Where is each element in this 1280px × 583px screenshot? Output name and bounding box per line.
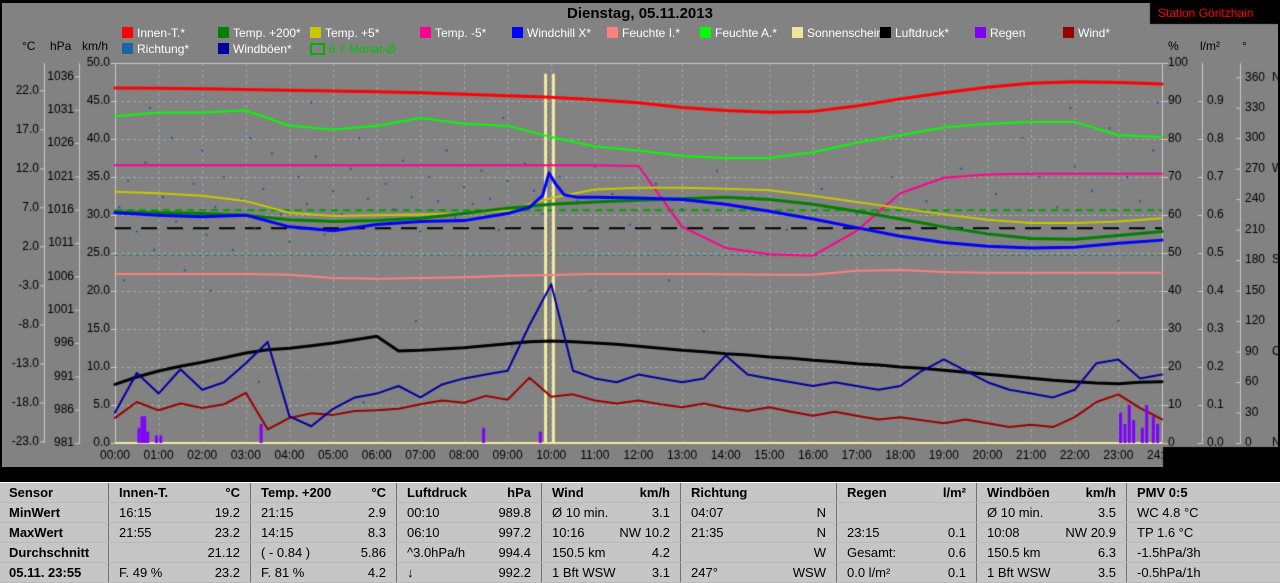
legend-swatch-icon xyxy=(607,27,618,38)
table-cell: 21.12 xyxy=(110,543,252,563)
table-cell: 00:10 989.8 xyxy=(398,503,543,523)
table-cell: TP 1.6 °C xyxy=(1128,523,1280,543)
table-header-cell: Temp. +200 °C xyxy=(252,483,398,503)
legend-item: Temp. +5* xyxy=(310,25,380,40)
axis-unit-degc: °C xyxy=(22,39,36,53)
legend-label: Windchill X* xyxy=(527,25,592,40)
table-cell: ↓ 992.2 xyxy=(398,563,543,583)
table-cell: 1 Bft WSW 3.5 xyxy=(978,563,1128,583)
table-cell: 16:15 19.2 xyxy=(110,503,252,523)
table-header-cell: Wind km/h xyxy=(543,483,682,503)
table-header-cell: PMV 0:5 xyxy=(1128,483,1280,503)
table-header-cell: Windböen km/h xyxy=(978,483,1128,503)
legend-swatch-icon xyxy=(1063,27,1074,38)
legend-item: Windchill X* xyxy=(512,25,592,40)
legend-label: Feuchte I.* xyxy=(622,25,681,40)
axis-unit-deg: ° xyxy=(1242,39,1247,53)
legend-swatch-icon xyxy=(792,27,803,38)
legend-swatch-icon xyxy=(310,27,321,38)
table-cell: 247° WSW xyxy=(682,563,838,583)
weather-chart-canvas xyxy=(0,0,1280,467)
table-cell xyxy=(838,503,978,523)
legend-swatch-icon xyxy=(420,27,431,38)
legend-swatch-icon xyxy=(218,43,229,54)
axis-unit-hpa: hPa xyxy=(50,39,72,53)
table-cell: 21:55 23.2 xyxy=(110,523,252,543)
table-cell: 21:35 N xyxy=(682,523,838,543)
legend-swatch-icon xyxy=(218,27,229,38)
table-cell: 23:15 0.1 xyxy=(838,523,978,543)
table-row-label: MinWert xyxy=(0,503,110,523)
legend-swatch-icon xyxy=(512,27,523,38)
legend-label: Luftdruck* xyxy=(895,25,950,40)
table-cell: 04:07 N xyxy=(682,503,838,523)
axis-unit-kmh: km/h xyxy=(82,39,109,53)
table-cell: 0.0 l/m² 0.1 xyxy=(838,563,978,583)
legend-swatch-icon xyxy=(975,27,986,38)
legend-item: Windböen* xyxy=(218,41,292,56)
table-cell: Gesamt: 0.6 xyxy=(838,543,978,563)
legend-swatch-icon xyxy=(700,27,711,38)
legend-label: Windböen* xyxy=(233,41,292,56)
table-cell: 1 Bft WSW 3.1 xyxy=(543,563,682,583)
table-cell: -0.5hPa/1h xyxy=(1128,563,1280,583)
table-header-cell: Innen-T. °C xyxy=(110,483,252,503)
legend-label: Feuchte A.* xyxy=(715,25,778,40)
legend-item: 6.7 Monat-Ø xyxy=(310,41,396,56)
table-row-label: Durchschnitt xyxy=(0,543,110,563)
legend-swatch-icon xyxy=(122,43,133,54)
legend-swatch-icon xyxy=(880,27,891,38)
table-row-label: MaxWert xyxy=(0,523,110,543)
table-cell: 06:10 997.2 xyxy=(398,523,543,543)
legend-item: Temp. +200* xyxy=(218,25,301,40)
table-header-cell: Regen l/m² xyxy=(838,483,978,503)
table-header-cell: Richtung xyxy=(682,483,838,503)
legend-label: Innen-T.* xyxy=(137,25,186,40)
station-name: Station Göritzhain xyxy=(1158,6,1254,20)
legend-label: 6.7 Monat-Ø xyxy=(329,41,396,56)
table-cell: 150.5 km 4.2 xyxy=(543,543,682,563)
axis-unit-pct: % xyxy=(1168,39,1179,53)
statistics-table: Sensor Innen-T. °C Temp. +200 °C Luftdruck hPa… xyxy=(0,482,1280,583)
legend-label: Temp. +5* xyxy=(325,25,380,40)
legend-label: Temp. +200* xyxy=(233,25,301,40)
table-cell: WC 4.8 °C xyxy=(1128,503,1280,523)
legend-label: Wind* xyxy=(1078,25,1111,40)
table-cell: 10:16 NW 10.2 xyxy=(543,523,682,543)
legend-item: Feuchte I.* xyxy=(607,25,681,40)
table-cell: -1.5hPa/3h xyxy=(1128,543,1280,563)
legend-item: Feuchte A.* xyxy=(700,25,778,40)
legend-item: Temp. -5* xyxy=(420,25,487,40)
legend-label: Sonnenschein xyxy=(807,25,884,40)
table-cell: F. 81 % 4.2 xyxy=(252,563,398,583)
axis-unit-lm2: l/m² xyxy=(1200,39,1220,53)
legend-swatch-icon xyxy=(310,42,325,55)
table-cell: ^3.0hPa/h 994.4 xyxy=(398,543,543,563)
legend-label: Regen xyxy=(990,25,1026,40)
table-row-label: 05.11. 23:55 xyxy=(0,563,110,583)
table-cell: F. 49 % 23.2 xyxy=(110,563,252,583)
table-cell: ( - 0.84 ) 5.86 xyxy=(252,543,398,563)
legend-item: Innen-T.* xyxy=(122,25,186,40)
legend-item: Richtung* xyxy=(122,41,190,56)
table-cell: W xyxy=(682,543,838,563)
table-cell: 14:15 8.3 xyxy=(252,523,398,543)
legend-label: Temp. -5* xyxy=(435,25,487,40)
legend-item: Luftdruck* xyxy=(880,25,950,40)
table-cell: Ø 10 min. 3.5 xyxy=(978,503,1128,523)
legend-swatch-icon xyxy=(122,27,133,38)
table-header-cell: Sensor xyxy=(0,483,110,503)
page-title: Dienstag, 05.11.2013 xyxy=(567,5,713,22)
table-cell: Ø 10 min. 3.1 xyxy=(543,503,682,523)
legend-item: Regen xyxy=(975,25,1026,40)
table-cell: 21:15 2.9 xyxy=(252,503,398,523)
table-cell: 150.5 km 6.3 xyxy=(978,543,1128,563)
legend-item: Wind* xyxy=(1063,25,1111,40)
legend-label: Richtung* xyxy=(137,41,190,56)
legend-item: Sonnenschein xyxy=(792,25,884,40)
table-cell: 10:08 NW 20.9 xyxy=(978,523,1128,543)
table-header-cell: Luftdruck hPa xyxy=(398,483,543,503)
